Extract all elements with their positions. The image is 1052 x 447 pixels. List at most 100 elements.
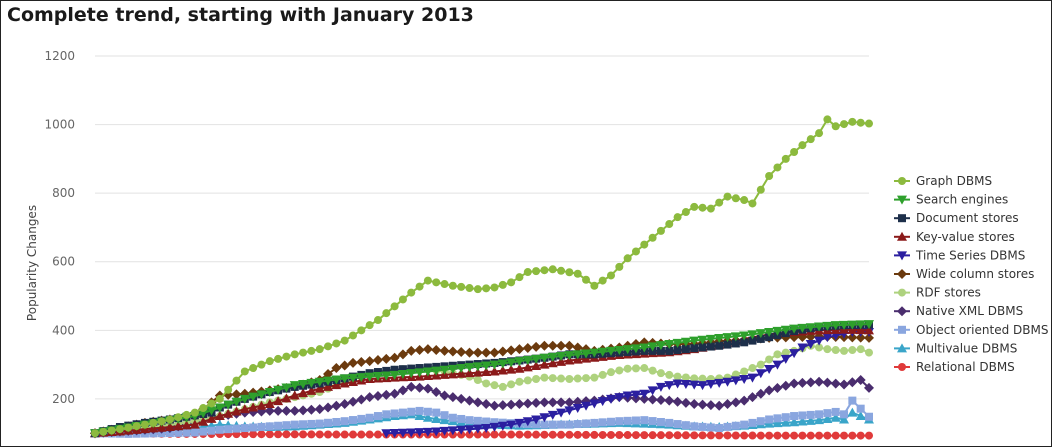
data-point [299,420,308,429]
data-point [381,353,392,364]
legend-item[interactable]: Wide column stores [894,267,1034,281]
data-point [640,240,649,249]
data-point [481,424,492,434]
data-point [281,383,292,393]
data-point [456,368,467,378]
data-point [282,352,291,361]
data-point [764,385,775,396]
data-point [397,385,408,396]
data-point [798,411,807,420]
data-point [722,333,733,343]
data-point [265,430,274,439]
data-point [664,340,675,350]
data-point [765,333,774,342]
data-point [606,394,616,404]
legend-item[interactable]: Key-value stores [894,230,1015,244]
data-point [557,374,566,383]
data-point [514,357,525,367]
data-point [814,376,825,387]
data-point [689,380,700,390]
legend-marker [898,325,906,334]
data-point [665,370,674,379]
legend-item[interactable]: Search engines [894,193,1008,207]
data-point [339,360,350,371]
legend-marker [897,306,907,317]
data-point [440,280,449,289]
legend-item[interactable]: Native XML DBMS [894,304,1023,318]
data-point [814,415,825,425]
data-point [815,410,824,419]
data-point [515,377,524,386]
data-point [823,115,832,124]
data-point [514,399,525,410]
data-point [656,226,665,235]
data-point [598,276,607,285]
data-point [165,415,174,424]
legend-item[interactable]: Multivalue DBMS [894,341,1017,355]
data-point [439,390,450,401]
data-point [673,372,682,381]
data-point [331,375,342,385]
data-point [590,281,599,290]
data-point [672,338,683,348]
data-point [99,427,108,436]
data-point [839,379,850,390]
data-point [855,320,866,330]
data-point [856,404,865,413]
data-point [539,397,550,408]
data-point [464,347,475,358]
data-point [482,284,491,293]
data-point [556,356,567,366]
data-point [656,431,665,440]
data-point [756,431,765,440]
data-point [431,427,442,437]
data-point [174,413,183,422]
legend-item[interactable]: Time Series DBMS [894,248,1025,262]
data-point [622,391,633,401]
data-point [431,387,442,398]
data-point [149,418,158,427]
data-point [240,367,249,376]
data-point [422,344,433,355]
legend-item[interactable]: Graph DBMS [894,174,992,188]
legend-item[interactable]: Object oriented DBMS [894,323,1048,337]
data-point [607,271,615,280]
data-point [723,340,732,349]
data-point [814,322,825,332]
data-point [482,379,491,388]
data-point [865,119,873,128]
data-point [864,325,874,335]
data-point [665,220,674,229]
legend-item[interactable]: RDF stores [894,286,981,300]
data-point [839,414,850,424]
y-tick-label: 800 [52,186,75,200]
data-point [314,404,325,415]
data-point [656,369,665,378]
data-point [464,395,475,406]
data-point [690,431,699,440]
legend-item[interactable]: Relational DBMS [894,360,1015,374]
data-point [397,370,408,380]
data-point [797,323,808,333]
data-point [597,397,608,407]
data-point [439,365,450,375]
data-point [647,386,658,396]
data-point [789,324,800,334]
data-point [397,428,408,438]
legend-label: Relational DBMS [916,360,1015,374]
data-point [540,420,549,429]
data-point [490,381,499,390]
data-point [648,417,657,426]
legend-item[interactable]: Document stores [894,211,1019,225]
data-point [631,416,640,425]
data-point [373,316,382,325]
legend-marker [897,231,907,241]
data-point [432,278,441,287]
data-point [497,346,508,357]
data-point [615,431,624,440]
data-point [224,425,233,434]
data-point [614,346,625,356]
data-point [190,428,199,437]
data-point [573,430,582,439]
data-point [447,364,458,374]
